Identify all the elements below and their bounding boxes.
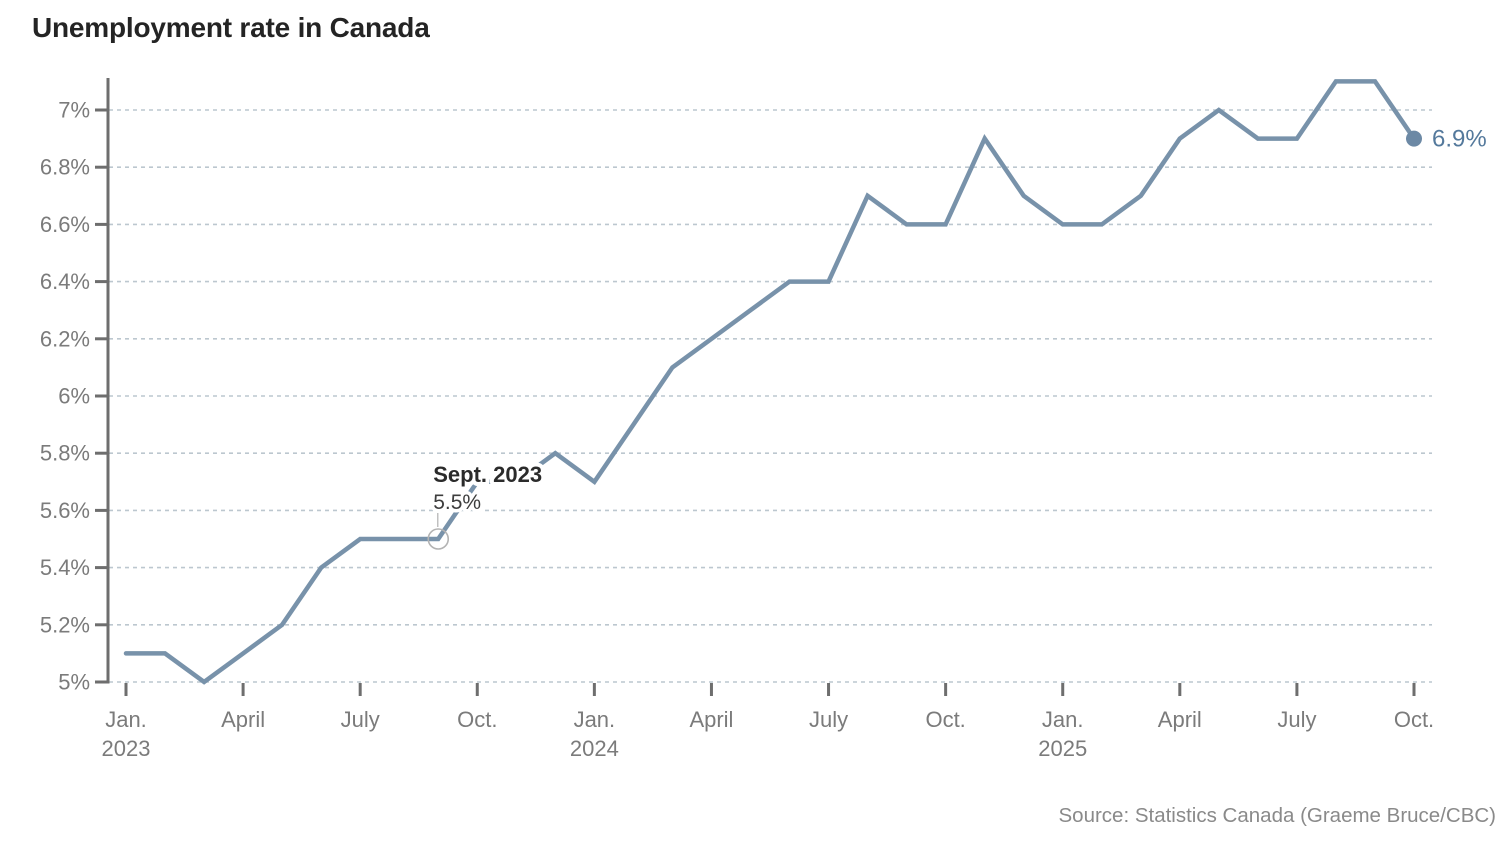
- x-axis-label: April: [221, 707, 265, 732]
- callout-date-label: Sept. 2023: [433, 462, 542, 487]
- latest-value-label: 6.9%: [1432, 126, 1487, 153]
- x-axis-label: Jan.: [105, 707, 147, 732]
- y-axis-label: 6.2%: [40, 326, 90, 351]
- x-axis-label: April: [1158, 707, 1202, 732]
- y-axis-label: 6.4%: [40, 269, 90, 294]
- y-axis-label: 5.4%: [40, 555, 90, 580]
- callout-point-circle: [427, 528, 450, 550]
- y-axis-label: 6.6%: [40, 212, 90, 237]
- x-axis-label: July: [809, 707, 848, 732]
- page-title: Unemployment rate in Canada: [32, 12, 430, 43]
- x-axis-label: Oct.: [925, 707, 965, 732]
- unemployment-trend-line: [123, 79, 1417, 685]
- x-axis-label: Oct.: [457, 707, 497, 732]
- x-axis-label: July: [341, 707, 380, 732]
- x-axis-label: July: [1277, 707, 1316, 732]
- y-axis-label: 5%: [58, 670, 90, 695]
- x-axis-year-label: 2024: [570, 736, 619, 761]
- x-axis-label: Jan.: [574, 707, 616, 732]
- y-axis-label: 6%: [58, 384, 90, 409]
- callout-value-label: 5.5%: [433, 491, 481, 514]
- x-axis-year-label: 2025: [1038, 736, 1087, 761]
- x-axis-label: Jan.: [1042, 707, 1084, 732]
- x-axis-label: April: [689, 707, 733, 732]
- y-axis-label: 5.6%: [40, 498, 90, 523]
- x-axis-label: Oct.: [1394, 707, 1434, 732]
- x-axis-year-label: 2023: [102, 736, 151, 761]
- latest-point-dot: [1406, 130, 1422, 147]
- y-axis-label: 5.8%: [40, 441, 90, 466]
- y-axis-label: 6.8%: [40, 155, 90, 180]
- source-credit: Source: Statistics Canada (Graeme Bruce/…: [1058, 804, 1497, 827]
- y-axis-label: 5.2%: [40, 612, 90, 637]
- y-axis-label: 7%: [58, 98, 90, 123]
